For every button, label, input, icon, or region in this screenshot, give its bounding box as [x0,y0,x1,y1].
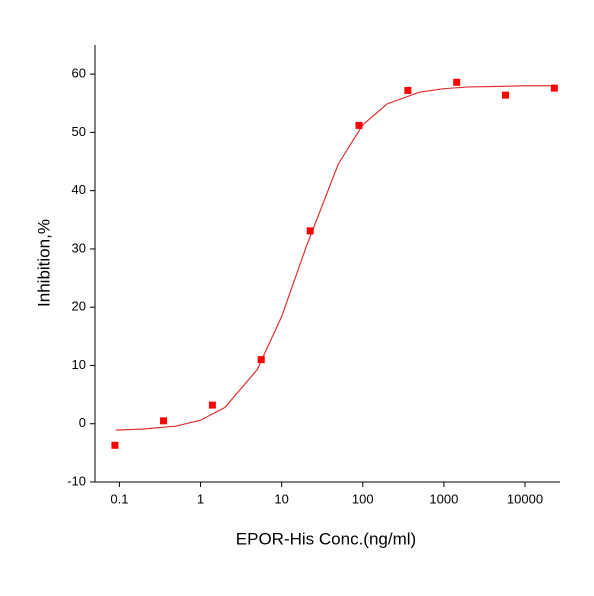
y-tick-label: -10 [67,473,86,488]
x-tick-label: 10 [274,491,288,506]
data-point [550,84,558,92]
y-tick-label: 40 [72,182,86,197]
data-point [502,91,510,99]
y-axis-title: Inhibition,% [34,219,53,307]
x-axis-title: EPOR-His Conc.(ng/ml) [236,529,416,548]
y-tick-label: 30 [72,240,86,255]
data-point [257,356,265,364]
y-tick-label: 10 [72,357,86,372]
x-tick-label: 10000 [507,491,543,506]
data-point [453,78,461,86]
x-tick-label: 0.1 [110,491,128,506]
data-point [111,441,119,449]
data-point [160,417,168,425]
data-point [355,121,363,129]
data-point [208,401,216,409]
x-tick-label: 1000 [429,491,458,506]
fit-line [115,85,555,431]
y-tick-label: 60 [72,66,86,81]
y-tick-label: 0 [79,415,86,430]
x-tick-label: 1 [197,491,204,506]
data-point [404,86,412,94]
y-tick-label: 50 [72,124,86,139]
x-tick-label: 100 [352,491,374,506]
y-tick-label: 20 [72,299,86,314]
data-point [306,227,314,235]
